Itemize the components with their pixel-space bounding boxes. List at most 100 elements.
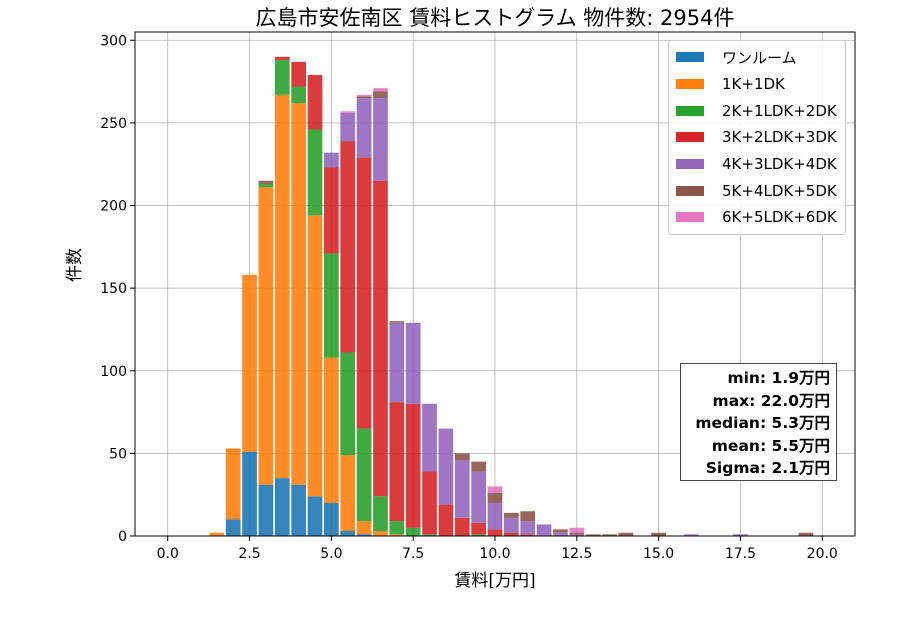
bar-segment	[307, 496, 323, 536]
bar-segment	[553, 532, 568, 536]
bar-segment	[422, 471, 437, 535]
bar-segment	[471, 522, 486, 535]
bar-segment	[291, 103, 306, 485]
bar-segment	[258, 180, 274, 185]
bar-segment	[356, 98, 372, 158]
bar-segment	[602, 534, 617, 536]
bar-segment	[471, 461, 486, 472]
bar-segment	[536, 524, 552, 536]
bar-segment	[274, 56, 290, 61]
legend-label: 2K+1LDK+2DK	[722, 101, 837, 120]
legend-item: 4K+3LDK+4DK	[676, 151, 839, 178]
legend-swatch	[676, 105, 704, 116]
bar-segment	[389, 534, 405, 536]
x-tick-label: 5.0	[320, 546, 342, 562]
y-tick-label: 0	[118, 529, 127, 545]
bar-segment	[324, 152, 339, 168]
bar-segment	[274, 60, 290, 95]
bar-segment	[291, 86, 306, 104]
legend-swatch	[676, 79, 704, 90]
bar-segment	[242, 451, 257, 536]
bar-segment	[504, 532, 519, 536]
legend-label: 6K+5LDK+6DK	[722, 208, 837, 227]
bar-segment	[373, 531, 388, 536]
legend-item: ワンルーム	[676, 44, 839, 71]
bar-segment	[356, 96, 372, 99]
y-tick-label: 200	[100, 199, 127, 215]
bar-segment	[242, 274, 257, 452]
legend-label: 4K+3LDK+4DK	[722, 155, 837, 174]
bar-segment	[356, 534, 372, 536]
bar-segment	[405, 322, 421, 404]
bar-segment	[569, 532, 585, 535]
stats-box: min: 1.9万円 max: 22.0万円 median: 5.3万円 mean: …	[680, 363, 837, 481]
x-axis-label: 賃料[万円]	[454, 571, 536, 591]
bar-segment	[274, 478, 290, 536]
bar-segment	[340, 141, 356, 353]
bar-segment	[438, 504, 454, 536]
legend-item: 3K+2LDK+3DK	[676, 124, 839, 151]
bar-segment	[274, 94, 290, 479]
stats-line: min: 1.9万円	[727, 369, 830, 387]
bar-segment	[389, 321, 405, 323]
bar-segment	[553, 529, 568, 533]
bar-segment	[307, 215, 323, 497]
bar-segment	[520, 521, 536, 535]
bar-segment	[258, 184, 274, 188]
bar-segment	[733, 534, 748, 536]
bar-segment	[389, 521, 405, 535]
bar-segment	[340, 352, 356, 456]
bar-segment	[798, 532, 814, 536]
legend-swatch	[676, 212, 704, 223]
bar-segment	[585, 534, 601, 536]
bar-segment	[291, 484, 306, 536]
bar-segment	[405, 527, 421, 536]
bar-segment	[324, 253, 339, 358]
legend-item: 5K+4LDK+5DK	[676, 177, 839, 204]
axis-ticks: 0.0 2.5 5.0 7.5 10.0 12.5 15.0 17.5 20.0 0 50 100 15…	[100, 33, 838, 562]
legend-swatch	[676, 159, 704, 170]
bar-segment	[373, 496, 388, 532]
stats-line: mean: 5.5万円	[711, 436, 830, 455]
legend-label: 5K+4LDK+5DK	[722, 181, 837, 200]
bar-segment	[356, 428, 372, 522]
bar-segment	[651, 532, 666, 536]
bar-segment	[340, 531, 356, 536]
bar-segment	[520, 511, 536, 522]
y-tick-label: 150	[100, 281, 127, 297]
legend-label: 3K+2LDK+3DK	[722, 128, 837, 147]
x-tick-label: 7.5	[402, 546, 424, 562]
bar-segment	[504, 517, 519, 533]
x-tick-label: 0.0	[157, 546, 179, 562]
bar-segment	[340, 455, 356, 532]
bar-segment	[618, 532, 634, 536]
bar-segment	[504, 512, 519, 518]
bar-segment	[520, 534, 536, 536]
bar-segment	[684, 534, 699, 536]
bar-segment	[225, 519, 241, 536]
legend-swatch	[676, 185, 704, 196]
bar-segment	[471, 534, 486, 536]
bar-segment	[225, 448, 241, 520]
bar-segment	[373, 91, 388, 99]
bar-segment	[307, 129, 323, 216]
bar-segment	[258, 187, 274, 485]
bar-segment	[389, 402, 405, 522]
legend: ワンルーム 1K+1DK 2K+1LDK+2DK 3K+2LDK+3DK 4K+3LDK…	[668, 40, 846, 235]
bar-segment	[373, 180, 388, 497]
bar-segment	[389, 322, 405, 403]
x-tick-label: 17.5	[725, 546, 756, 562]
x-tick-label: 15.0	[643, 546, 674, 562]
bar-segment	[356, 521, 372, 535]
bar-segment	[324, 357, 339, 503]
bar-segment	[209, 532, 225, 536]
bar-segment	[356, 94, 372, 97]
bar-segment	[569, 527, 585, 533]
stats-line: max: 22.0万円	[712, 391, 830, 410]
chart-title: 広島市安佐南区 賃料ヒストグラム 物件数: 2954件	[255, 6, 735, 30]
legend-item: 2K+1LDK+2DK	[676, 97, 839, 124]
x-tick-label: 12.5	[561, 546, 592, 562]
legend-swatch	[676, 132, 704, 143]
y-tick-label: 300	[100, 33, 127, 49]
